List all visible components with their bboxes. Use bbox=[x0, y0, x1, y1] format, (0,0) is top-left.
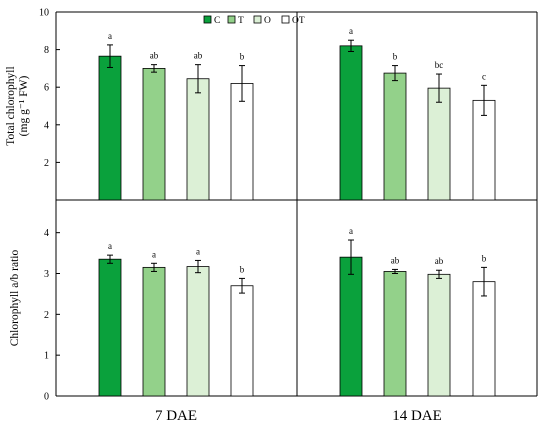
legend: C T O OT bbox=[203, 15, 305, 26]
legend-label-o: O bbox=[264, 16, 271, 26]
y-axis-label: Total chlorophyll bbox=[5, 66, 17, 145]
significance-letter: bc bbox=[435, 60, 444, 70]
bar-c bbox=[98, 258, 122, 397]
bar-t bbox=[383, 72, 407, 201]
legend-label-t: T bbox=[238, 16, 244, 26]
y-tick-label: 8 bbox=[44, 45, 49, 56]
bar-t bbox=[383, 271, 407, 397]
y-tick-label: 3 bbox=[44, 269, 49, 280]
y-tick-label: 4 bbox=[44, 120, 49, 131]
significance-letter: b bbox=[240, 52, 245, 62]
bar-o bbox=[186, 266, 210, 397]
bar-ot bbox=[230, 285, 254, 397]
x-group-labels: 7 DAE 14 DAE bbox=[155, 408, 442, 424]
significance-letter: c bbox=[482, 71, 486, 81]
y-tick-label: 6 bbox=[44, 83, 49, 94]
bar-t bbox=[142, 266, 166, 397]
y-axis-label: Chlorophyll a/b ratio bbox=[9, 250, 21, 347]
significance-letter: b bbox=[240, 264, 245, 274]
x-group-label: 14 DAE bbox=[392, 408, 442, 424]
legend-swatch-o bbox=[253, 15, 262, 24]
significance-letter: ab bbox=[150, 51, 159, 61]
significance-letter: ab bbox=[391, 255, 400, 265]
bar-t bbox=[142, 68, 166, 201]
y-tick-label: 0 bbox=[44, 392, 49, 403]
bar-o bbox=[427, 273, 451, 397]
legend-label-c: C bbox=[214, 16, 220, 26]
bar-ot bbox=[472, 281, 496, 397]
y-tick-label: 10 bbox=[39, 8, 49, 19]
bar-c bbox=[98, 55, 122, 201]
legend-swatch-t bbox=[227, 15, 236, 24]
significance-letter: ab bbox=[194, 51, 203, 61]
significance-letter: a bbox=[108, 241, 112, 251]
significance-letter: a bbox=[349, 26, 353, 36]
y-tick-label: 4 bbox=[44, 228, 49, 239]
y-tick-label: 2 bbox=[44, 158, 49, 169]
x-group-label: 7 DAE bbox=[155, 408, 197, 424]
legend-swatch-c bbox=[203, 15, 212, 24]
y-tick-label: 1 bbox=[44, 351, 49, 362]
bar-o bbox=[186, 78, 210, 201]
bar-c bbox=[339, 45, 363, 201]
significance-letter: a bbox=[108, 31, 112, 41]
y-tick-label: 2 bbox=[44, 310, 49, 321]
bar-o bbox=[427, 87, 451, 201]
y-axis-label: (mg g⁻¹ FW) bbox=[18, 76, 30, 137]
significance-letter: b bbox=[393, 52, 398, 62]
significance-letter: a bbox=[196, 246, 200, 256]
bar-c bbox=[339, 256, 363, 397]
significance-letter: a bbox=[349, 226, 353, 236]
significance-letter: a bbox=[152, 249, 156, 259]
significance-letter: ab bbox=[435, 256, 444, 266]
significance-letter: b bbox=[482, 253, 487, 263]
legend-swatch-ot bbox=[281, 15, 290, 24]
legend-label-ot: OT bbox=[292, 16, 305, 26]
